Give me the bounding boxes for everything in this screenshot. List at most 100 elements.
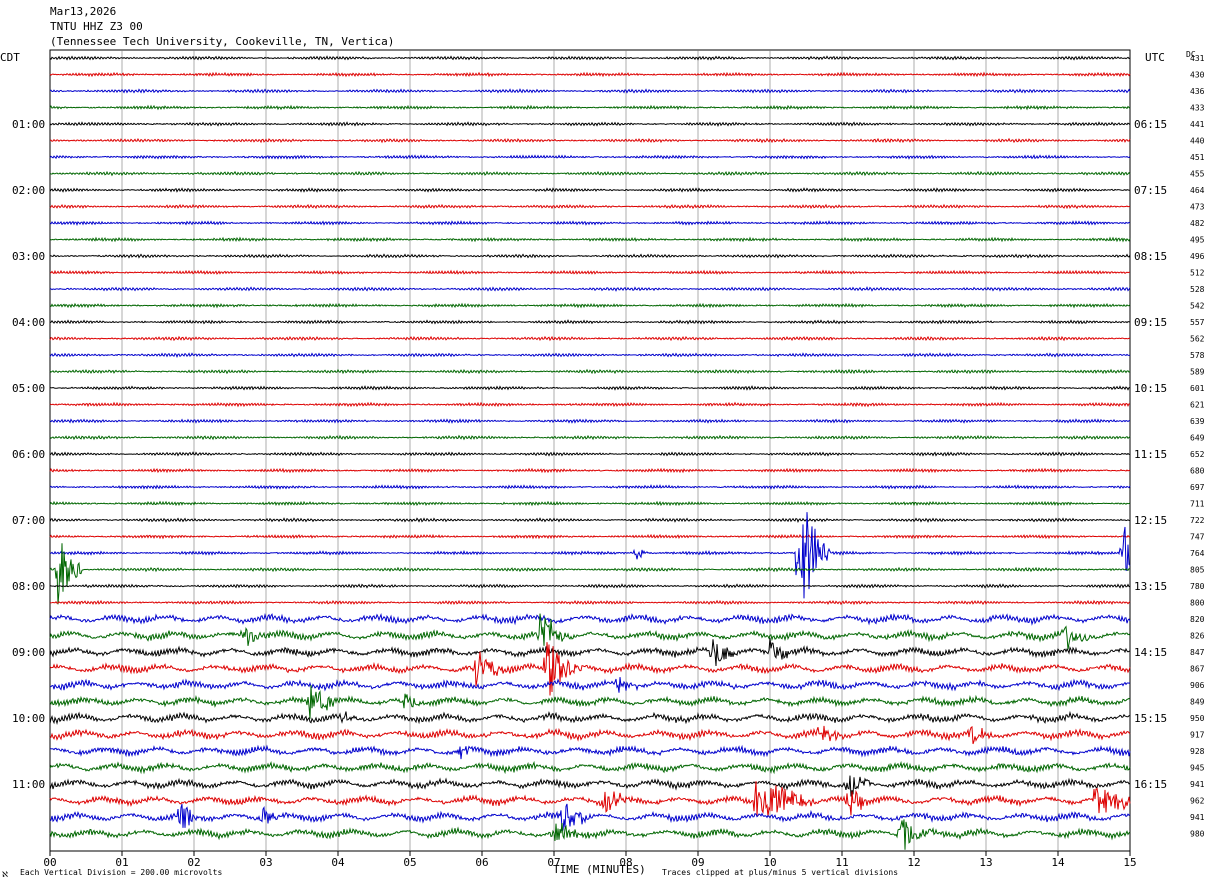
trace-line bbox=[49, 418, 1131, 424]
left-hour-label: 04:00 bbox=[12, 316, 45, 329]
dc-offset-value: 805 bbox=[1190, 566, 1205, 575]
dc-offset-value: 649 bbox=[1190, 434, 1205, 443]
left-hour-label: 10:00 bbox=[12, 712, 45, 725]
trace-line bbox=[49, 533, 1131, 540]
trace-line bbox=[49, 154, 1131, 160]
corner-mark: ℵ bbox=[2, 870, 8, 879]
dc-offset-value: 764 bbox=[1190, 549, 1205, 558]
trace-line bbox=[49, 170, 1131, 177]
x-tick-label: 00 bbox=[43, 856, 56, 869]
right-timezone-label: UTC bbox=[1145, 51, 1165, 64]
dc-offset-value: 431 bbox=[1190, 54, 1205, 63]
trace-line bbox=[49, 613, 1131, 650]
right-hour-label: 15:15 bbox=[1134, 712, 1167, 725]
dc-offset-value: 621 bbox=[1190, 401, 1205, 410]
trace-line bbox=[49, 819, 1131, 850]
trace-line bbox=[49, 434, 1131, 441]
dc-offset-value: 436 bbox=[1190, 87, 1205, 96]
dc-offset-value: 697 bbox=[1190, 483, 1205, 492]
left-hour-label: 03:00 bbox=[12, 250, 45, 263]
x-tick-label: 08 bbox=[619, 856, 632, 869]
trace-line bbox=[49, 286, 1131, 292]
dc-offset-value: 867 bbox=[1190, 665, 1205, 674]
dc-offset-value: 928 bbox=[1190, 747, 1205, 756]
x-tick-label: 13 bbox=[979, 856, 992, 869]
trace-line bbox=[49, 335, 1131, 342]
right-hour-label: 11:15 bbox=[1134, 448, 1167, 461]
dc-offset-value: 941 bbox=[1190, 780, 1205, 789]
x-tick-label: 05 bbox=[403, 856, 416, 869]
trace-line bbox=[49, 269, 1131, 275]
dc-offset-value: 601 bbox=[1190, 384, 1205, 393]
dc-offset-value: 473 bbox=[1190, 203, 1205, 212]
trace-line bbox=[49, 203, 1131, 210]
trace-line bbox=[50, 385, 1131, 391]
dc-offset-value: 496 bbox=[1190, 252, 1205, 261]
dc-offset-value: 512 bbox=[1190, 269, 1205, 278]
trace-line bbox=[49, 451, 1131, 457]
left-hour-label: 11:00 bbox=[12, 778, 45, 791]
right-hour-label: 16:15 bbox=[1134, 778, 1167, 791]
trace-line bbox=[49, 500, 1131, 507]
trace-line bbox=[49, 236, 1131, 243]
trace-line bbox=[49, 725, 1131, 745]
left-hour-label: 09:00 bbox=[12, 646, 45, 659]
x-tick-label: 10 bbox=[763, 856, 776, 869]
trace-line bbox=[49, 583, 1131, 589]
dc-offset-value: 945 bbox=[1190, 764, 1205, 773]
x-tick-label: 14 bbox=[1051, 856, 1065, 869]
right-hour-label: 14:15 bbox=[1134, 646, 1167, 659]
trace-line bbox=[49, 104, 1131, 111]
dc-offset-value: 962 bbox=[1190, 797, 1205, 806]
trace-line bbox=[50, 512, 1131, 599]
trace-line bbox=[49, 121, 1131, 127]
dc-offset-value: 482 bbox=[1190, 219, 1205, 228]
x-tick-label: 07 bbox=[547, 856, 560, 869]
trace-line bbox=[49, 187, 1131, 193]
trace-line bbox=[49, 220, 1131, 226]
scale-note: Each Vertical Division = 200.00 microvol… bbox=[20, 868, 223, 877]
dc-offset-value: 680 bbox=[1190, 467, 1205, 476]
dc-offset-value: 562 bbox=[1190, 335, 1205, 344]
right-hour-label: 12:15 bbox=[1134, 514, 1167, 527]
x-axis-title: TIME (MINUTES) bbox=[553, 863, 646, 876]
left-hour-label: 06:00 bbox=[12, 448, 45, 461]
trace-line bbox=[49, 599, 1131, 606]
trace-line bbox=[49, 368, 1131, 375]
dc-offset-value: 652 bbox=[1190, 450, 1205, 459]
trace-line bbox=[49, 803, 1131, 832]
dc-offset-value: 589 bbox=[1190, 368, 1205, 377]
trace-line bbox=[49, 781, 1131, 817]
trace-line bbox=[49, 744, 1131, 760]
trace-line bbox=[49, 760, 1131, 775]
right-hour-label: 07:15 bbox=[1134, 184, 1167, 197]
x-tick-label: 01 bbox=[115, 856, 128, 869]
dc-offset-value: 639 bbox=[1190, 417, 1205, 426]
dc-offset-value: 800 bbox=[1190, 599, 1205, 608]
dc-offset-value: 906 bbox=[1190, 681, 1205, 690]
trace-line bbox=[49, 319, 1131, 325]
trace-line bbox=[49, 775, 1131, 797]
dc-offset-value: 542 bbox=[1190, 302, 1205, 311]
dc-offset-value: 849 bbox=[1190, 698, 1205, 707]
dc-offset-value: 451 bbox=[1190, 153, 1205, 162]
right-hour-label: 06:15 bbox=[1134, 118, 1167, 131]
plot-frame bbox=[49, 49, 1131, 852]
left-hour-label: 08:00 bbox=[12, 580, 45, 593]
trace-line bbox=[50, 253, 1131, 259]
dc-offset-value: 464 bbox=[1190, 186, 1205, 195]
x-tick-label: 03 bbox=[259, 856, 272, 869]
dc-offset-value: 455 bbox=[1190, 170, 1205, 179]
left-timezone-label: CDT bbox=[0, 51, 20, 64]
x-tick-label: 11 bbox=[835, 856, 848, 869]
x-tick-label: 06 bbox=[475, 856, 488, 869]
x-tick-label: 02 bbox=[187, 856, 200, 869]
dc-offset-value: 722 bbox=[1190, 516, 1205, 525]
clip-note: Traces clipped at plus/minus 5 vertical … bbox=[662, 868, 899, 877]
left-hour-label: 05:00 bbox=[12, 382, 45, 395]
right-hour-label: 08:15 bbox=[1134, 250, 1167, 263]
dc-offset-value: 820 bbox=[1190, 615, 1205, 624]
trace-line bbox=[49, 710, 1131, 725]
dc-offset-value: 578 bbox=[1190, 351, 1205, 360]
trace-line bbox=[49, 685, 1131, 719]
